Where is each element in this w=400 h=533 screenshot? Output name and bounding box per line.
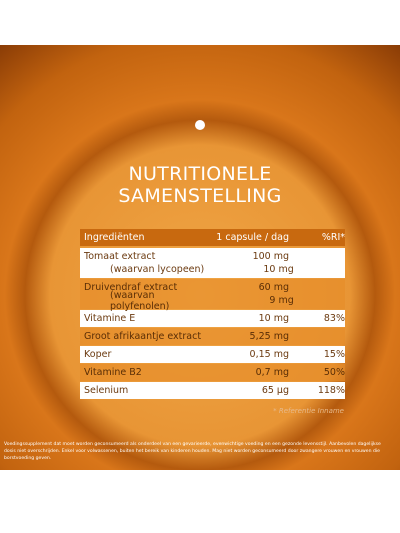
table-cell: Vitamine E	[84, 313, 136, 324]
table-row: Groot afrikaantje extract 5,25 mg	[80, 328, 345, 345]
label-panel: NUTRITIONELE SAMENSTELLING Ingrediënten 1…	[0, 45, 400, 470]
table-cell: 118%	[317, 385, 345, 396]
table-cell: Selenium	[84, 385, 129, 396]
table-row: Tomaat extract 100 mg (waarvan lycopeen) 10…	[80, 248, 345, 278]
table-cell: 10 mg	[263, 264, 294, 275]
header-cell: %RI*	[321, 232, 345, 243]
row-line: Koper 0,15 mg 15%	[80, 348, 345, 361]
table-cell: 100 mg	[252, 251, 289, 262]
table-row: Vitamine E 10 mg 83%	[80, 310, 345, 327]
table-header: Ingrediënten 1 capsule / dag %RI*	[80, 229, 345, 246]
table-cell: 50%	[323, 367, 345, 378]
table-cell: Groot afrikaantje extract	[84, 331, 202, 342]
table-cell: 0,15 mg	[249, 349, 289, 360]
nutrition-table: Ingrediënten 1 capsule / dag %RI* Tomaat ex…	[80, 229, 345, 400]
table-cell: 0,7 mg	[255, 367, 289, 378]
table-row: Vitamine B2 0,7 mg 50%	[80, 364, 345, 381]
table-cell: Vitamine B2	[84, 367, 142, 378]
title-line: NUTRITIONELE	[128, 163, 272, 185]
table-cell: (waarvan polyfenolen)	[110, 289, 170, 312]
table-cell: (waarvan lycopeen)	[110, 264, 205, 275]
header-cell: 1 capsule / dag	[216, 232, 289, 243]
table-cell: Druivendraf extract	[84, 282, 178, 293]
title-line: SAMENSTELLING	[118, 185, 282, 207]
table-cell: 65 µg	[261, 385, 289, 396]
table-cell: 60 mg	[258, 282, 289, 293]
table-cell: 10 mg	[258, 313, 289, 324]
row-line: Vitamine B2 0,7 mg 50%	[80, 366, 345, 379]
row-line: (waarvan polyfenolen) 9 mg	[80, 290, 345, 312]
footnote: * Referentie Inname	[273, 407, 344, 415]
table-cell: 15%	[323, 349, 345, 360]
table-row: Koper 0,15 mg 15%	[80, 346, 345, 363]
table-cell: Koper	[84, 349, 112, 360]
disclaimer: Voedingssupplement dat moet worden gecon…	[4, 442, 381, 461]
table-cell: 5,25 mg	[249, 331, 289, 342]
row-line: Selenium 65 µg 118%	[80, 384, 345, 397]
table-cell: 9 mg	[269, 295, 294, 306]
row-line: Tomaat extract 100 mg	[80, 250, 345, 263]
header-cell: Ingrediënten	[84, 232, 145, 243]
row-line: (waarvan lycopeen) 10 mg	[80, 263, 345, 276]
table-cell: 83%	[323, 313, 345, 324]
table-row: Druivendraf extract 60 mg (waarvan polyfen…	[80, 279, 345, 312]
row-line: Groot afrikaantje extract 5,25 mg	[80, 330, 345, 343]
table-row: Selenium 65 µg 118%	[80, 382, 345, 399]
row-line: Vitamine E 10 mg 83%	[80, 312, 345, 325]
table-cell: Tomaat extract	[84, 251, 156, 262]
hang-hole	[195, 120, 205, 130]
row-line: Druivendraf extract 60 mg	[80, 281, 345, 294]
